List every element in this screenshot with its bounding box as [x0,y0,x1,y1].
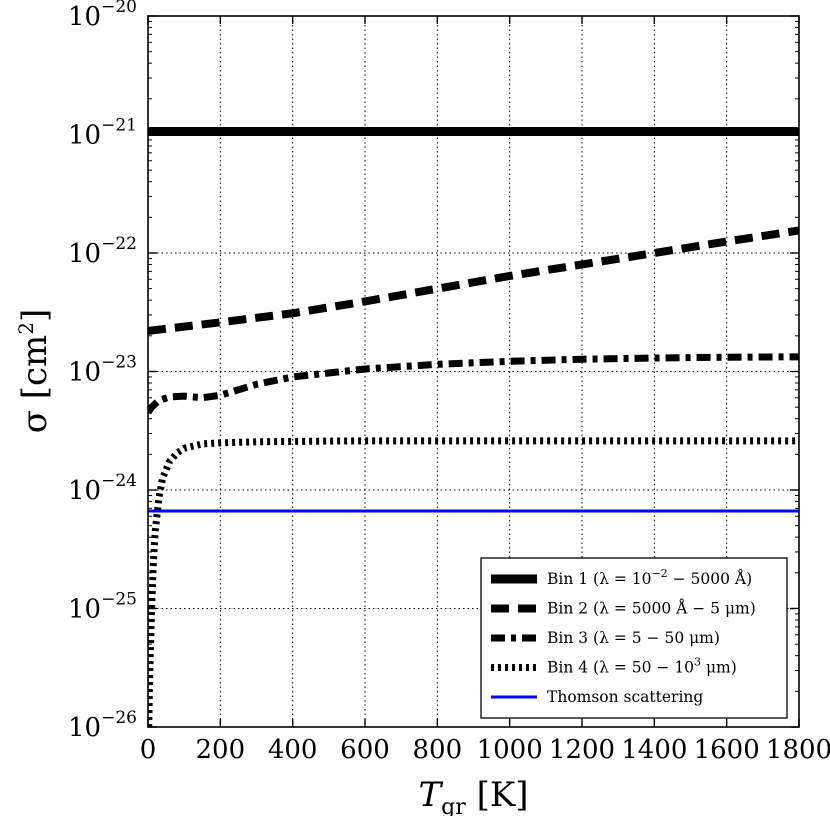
x-tick-label: 1800 [766,735,830,765]
x-tick-labels: 0 200 400 600 800 1000 1200 1400 1600 1800 [140,735,830,765]
legend: Bin 1 (λ = 10−2 − 5000 Å) Bin 2 (λ = 5000… [480,557,788,719]
y-tick-base: 10 [68,713,101,743]
y-tick-label: 10−25 [68,590,137,625]
y-tick-label: 10−26 [68,708,137,743]
y-axis-title: σ [cm2] [14,309,55,434]
legend-label-1: Bin 1 (λ = 10−2 − 5000 Å) [547,567,752,588]
ticks [147,15,800,728]
x-tick-label: 600 [340,735,390,765]
y-tick-label: 10−23 [68,353,137,388]
legend-label-3: Bin 3 (λ = 5 − 50 μm) [547,629,720,647]
legend-label-5: Thomson scattering [547,688,703,706]
y-tick-base: 10 [68,2,101,32]
y-tick-exponent: −24 [101,471,137,491]
y-tick-label: 10−24 [68,471,137,506]
y-tick-exponent: −22 [101,234,137,254]
x-tick-label: 0 [140,735,157,765]
y-tick-label: 10−21 [68,116,137,151]
y-tick-exponent: −21 [101,116,137,136]
x-axis-title: Tgr [K] [418,775,528,816]
y-tick-label: 10−22 [68,234,137,269]
legend-label-2: Bin 2 (λ = 5000 Å − 5 μm) [547,600,756,618]
y-tick-base: 10 [68,121,101,151]
x-tick-label: 1200 [549,735,615,765]
y-tick-base: 10 [68,476,101,506]
y-tick-label: 10−20 [68,0,137,32]
y-tick-exponent: −26 [101,708,137,728]
y-tick-base: 10 [68,358,101,388]
x-tick-label: 1400 [621,735,687,765]
y-tick-exponent: −23 [101,353,137,373]
y-tick-base: 10 [68,239,101,269]
x-tick-label: 1600 [694,735,760,765]
series-layer [148,127,799,727]
series-line-4 [148,437,799,727]
x-tick-label: 400 [268,735,318,765]
y-tick-exponent: −20 [101,0,137,17]
legend-label-4: Bin 4 (λ = 50 − 103 μm) [547,656,737,677]
y-tick-base: 10 [68,595,101,625]
series-line-3 [148,353,799,415]
y-tick-exponent: −25 [101,590,137,610]
x-tick-label: 200 [196,735,246,765]
x-tick-label: 1000 [477,735,543,765]
x-tick-label: 800 [413,735,463,765]
series-line-2 [148,226,799,335]
